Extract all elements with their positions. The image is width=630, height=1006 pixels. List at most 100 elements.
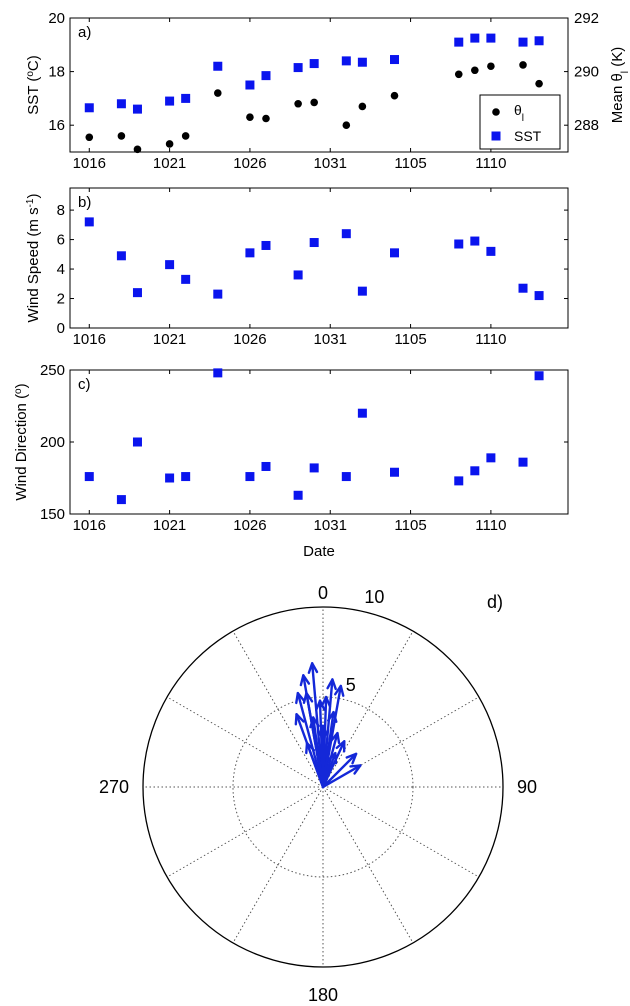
sst-point (518, 37, 528, 47)
y-tick-label: 20 (48, 10, 65, 27)
polar-angle-label: 0 (318, 583, 328, 603)
theta-point (390, 91, 399, 100)
y-tick-label: 8 (57, 202, 65, 219)
wind-vector-head (327, 751, 338, 765)
polar-outer-ring (142, 606, 504, 968)
sst-point (486, 33, 496, 43)
y-axis-label: Wind Speed (m s-1) (25, 194, 43, 323)
wind-vector-head (305, 741, 316, 755)
y-tick-label: 2 (57, 291, 65, 308)
sst-point (309, 59, 319, 69)
polar-spoke (322, 786, 414, 944)
theta-point (117, 132, 126, 140)
data-point (293, 490, 303, 500)
data-point (534, 291, 544, 301)
x-tick-label: 1110 (475, 331, 506, 348)
wind-vector-head (309, 716, 320, 729)
y-right-tick-label: 290 (574, 64, 599, 81)
x-tick-label: 1016 (73, 155, 106, 172)
theta-point (487, 62, 495, 71)
x-tick-label: 1110 (475, 517, 506, 534)
data-point (165, 260, 175, 270)
theta-point (454, 70, 463, 79)
data-point (357, 286, 367, 296)
sst-point (357, 57, 367, 67)
y-tick-label: 250 (40, 362, 65, 379)
theta-point (519, 61, 527, 69)
theta-point (246, 113, 254, 121)
wind-vector-head (315, 699, 326, 712)
wind-vector-shaft (305, 741, 325, 789)
wind-vector-shaft (312, 716, 325, 789)
panel-label: b) (78, 194, 91, 211)
data-point (470, 236, 480, 246)
data-point (486, 453, 496, 463)
legend-theta-marker (492, 108, 500, 116)
data-point (357, 408, 367, 418)
polar-ring-label: 10 (364, 587, 384, 607)
theta-point (181, 132, 190, 140)
wind-vector (321, 710, 338, 789)
polar-spoke (322, 786, 480, 878)
wind-vector-head (295, 691, 306, 705)
x-tick-label: 1031 (314, 517, 347, 534)
data-point (470, 466, 480, 476)
plot-frame (69, 187, 569, 329)
sst-point (390, 55, 400, 65)
y-tick-label: 200 (40, 434, 65, 451)
wind-vector-shaft (296, 691, 325, 789)
panel-label: d) (487, 592, 503, 612)
y-tick-label: 16 (48, 117, 65, 134)
legend-sst-label: SST (514, 128, 542, 144)
wind-vector-head (345, 752, 358, 765)
y-right-tick-label: 288 (574, 117, 599, 134)
data-point (293, 270, 303, 280)
data-point (390, 467, 400, 477)
polar-ring-label: 5 (346, 675, 356, 695)
y-tick-label: 18 (48, 64, 65, 81)
x-tick-label: 1016 (73, 517, 106, 534)
y-tick-label: 0 (57, 320, 65, 337)
data-point (213, 368, 223, 378)
wind-vector-head (320, 695, 332, 708)
x-tick-label: 1026 (233, 517, 266, 534)
y-tick-label: 4 (57, 261, 65, 278)
legend: θl SST (479, 94, 561, 150)
panel-b: 1016 1021 1026 1031 1105 1110 0 2 4 6 8 Wind Speed … (25, 187, 569, 348)
data-point (390, 248, 400, 258)
x-tick-label: 1026 (233, 331, 266, 348)
x-tick-label: 1021 (153, 155, 186, 172)
x-tick-label: 1105 (394, 517, 426, 534)
data-point (341, 229, 351, 239)
x-tick-label: 1016 (73, 331, 106, 348)
data-point (309, 238, 319, 248)
wind-vector-head (299, 674, 311, 687)
data-point (309, 463, 319, 473)
sst-point (261, 71, 271, 81)
polar-angle-label: 90 (517, 777, 537, 797)
polar-angle-label: 180 (308, 985, 338, 1005)
sst-point (213, 61, 223, 71)
polar-angle-label: 270 (99, 777, 129, 797)
theta-point (471, 66, 479, 75)
wind-vector-head (329, 731, 341, 745)
sst-point (454, 37, 464, 47)
wind-vector (295, 691, 325, 789)
sst-point (293, 63, 303, 73)
y-tick-label: 6 (57, 232, 65, 249)
wind-vector-shaft (321, 764, 362, 789)
panel-label: a) (78, 24, 91, 41)
wind-vector-head (335, 740, 346, 753)
sst-point (181, 93, 191, 103)
x-tick-label: 1021 (153, 517, 186, 534)
wind-vector-head (349, 764, 362, 775)
sst-point (84, 103, 94, 113)
sst-point (470, 33, 480, 43)
panel-a: 1016 1021 1026 1031 1105 1110 16 18 20 288 290 292 M… (25, 10, 630, 172)
wind-vector-head (334, 684, 345, 697)
wind-vector-shaft (321, 751, 337, 789)
y-axis-label: SST (oC) (25, 55, 43, 114)
wind-vector (309, 716, 325, 789)
x-axis-label: Date (303, 543, 335, 560)
